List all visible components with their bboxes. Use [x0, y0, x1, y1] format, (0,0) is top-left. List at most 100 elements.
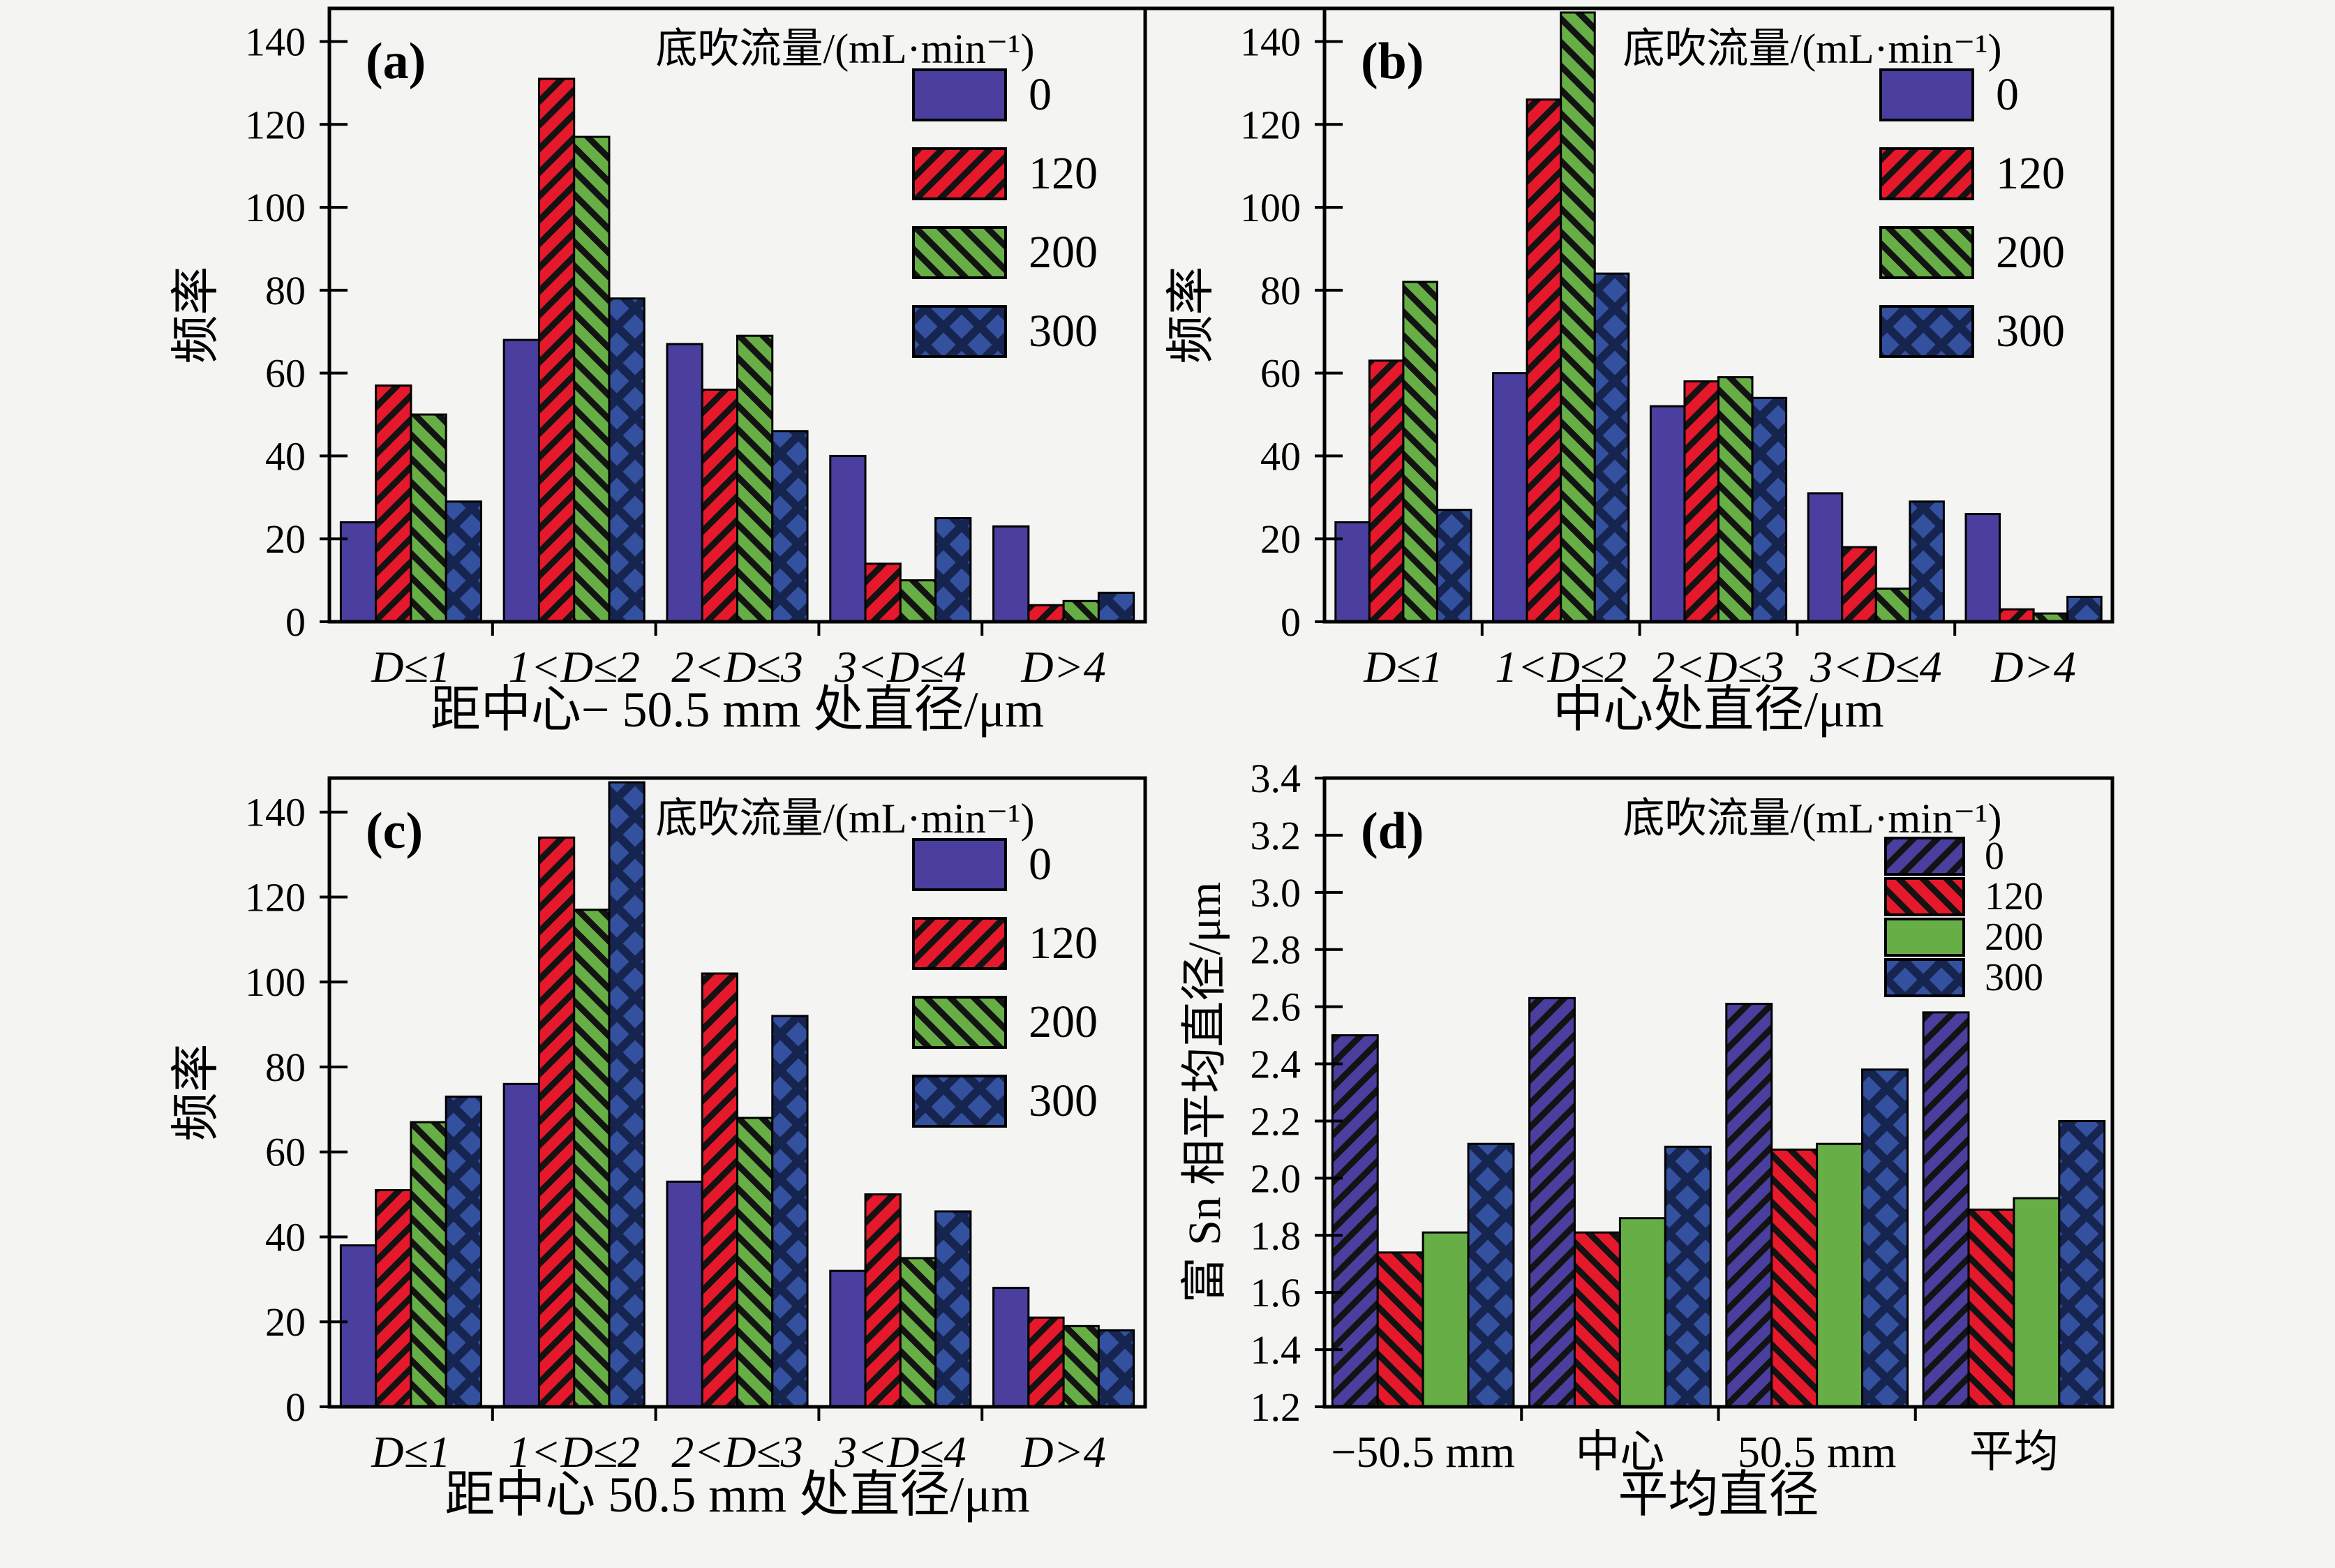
bar-series-300-cat-2	[1751, 396, 1788, 623]
legend-swatch-300	[912, 305, 1007, 358]
bar-series-120-cat-1	[537, 836, 576, 1408]
bar-series-300-cat-1	[608, 297, 646, 623]
y-tick-label: 40	[265, 1214, 306, 1260]
x-category-label: D≤1	[371, 642, 450, 692]
x-category-label: 3<D≤4	[1810, 642, 1942, 692]
legend-label: 0	[1029, 839, 1052, 890]
y-axis-label: 频率	[170, 1044, 223, 1142]
y-axis: 1.2 1.4 1.6 1.8 2.0 2.2 2.4 2.6 2.8 3.0 3.2 3.4	[1251, 756, 1343, 1430]
legend-swatch-200	[1884, 918, 1965, 957]
bar-series-0-cat-3	[829, 454, 867, 623]
bar-series-0-cat-0	[1334, 521, 1371, 623]
legend-swatch-200	[912, 226, 1007, 279]
panel-label: (c)	[366, 802, 423, 860]
x-category-label: 50.5 mm	[1738, 1427, 1897, 1477]
bar-series-300-cat-2	[1861, 1068, 1909, 1408]
y-axis: 0 20 40 60 80 100 120 140	[1240, 20, 1343, 645]
bars-group	[1334, 11, 2103, 623]
legend-label: 300	[1985, 956, 2043, 999]
bar-series-0-cat-4	[992, 525, 1030, 623]
bar-series-300-cat-2	[771, 1015, 809, 1408]
y-tick-label: 80	[265, 268, 306, 313]
x-category-label: 2<D≤3	[1653, 642, 1784, 692]
y-axis-label: 富 Sn 相平均直径/μm	[1179, 882, 1230, 1304]
legend-label: 300	[1029, 306, 1098, 357]
bar-series-0-cat-3	[1807, 492, 1844, 623]
bar-series-120-cat-1	[537, 77, 576, 623]
y-tick-label: 120	[245, 102, 306, 147]
bar-series-0-cat-0	[339, 521, 378, 623]
chart-panel-a: 0 20 40 60 80 100 120 140 D≤1 1<D≤2 2<D≤3 3<D≤4 D>4距…	[170, 6, 1147, 738]
legend-label: 0	[1996, 69, 2019, 120]
bar-series-300-cat-1	[1593, 272, 1630, 623]
y-tick-label: 2.4	[1251, 1042, 1301, 1087]
bar-series-120-cat-3	[1967, 1208, 2015, 1408]
x-category-label: 1<D≤2	[508, 642, 640, 692]
y-tick-label: 0	[285, 1384, 306, 1430]
bar-series-200-cat-2	[1717, 376, 1754, 623]
y-tick-label: 60	[1260, 351, 1301, 396]
bar-series-0-cat-4	[992, 1287, 1030, 1408]
y-tick-label: 20	[1260, 516, 1301, 562]
bar-series-120-cat-4	[1999, 608, 2035, 623]
bar-series-120-cat-4	[1027, 1316, 1065, 1408]
legend: 底吹流量/(mL·min⁻¹)0 120 200 300	[1623, 26, 2065, 358]
y-tick-label: 3.2	[1251, 813, 1301, 858]
legend-swatch-300	[1879, 305, 1974, 358]
chart-panel-b: 0 20 40 60 80 100 120 140 D≤1 1<D≤2 2<D≤3 3<D≤4 D>4 中…	[1165, 6, 2114, 738]
x-axis-label: 距中心 50.5 mm 处直径/μm	[445, 1467, 1030, 1523]
bar-series-200-cat-1	[1560, 11, 1596, 623]
y-tick-label: 100	[245, 960, 306, 1005]
legend: 底吹流量/(mL·min⁻¹)0 120 200 300	[656, 26, 1098, 358]
y-axis-label: 频率	[170, 267, 223, 364]
bar-series-300-cat-0	[1467, 1142, 1515, 1408]
x-category-label: 2<D≤3	[671, 642, 803, 692]
legend-label: 300	[1996, 306, 2065, 357]
y-tick-label: 1.6	[1251, 1270, 1301, 1315]
chart-panel-d: 1.2 1.4 1.6 1.8 2.0 2.2 2.4 2.6 2.8 3.0 3.2 3.4 −50.…	[1179, 756, 2114, 1523]
bar-series-300-cat-4	[1097, 591, 1135, 623]
x-category-label: D≤1	[1363, 642, 1442, 692]
x-axis-label: 距中心− 50.5 mm 处直径/μm	[431, 682, 1044, 738]
y-axis: 0 20 40 60 80 100 120 140	[245, 20, 348, 645]
y-tick-label: 140	[1240, 20, 1301, 65]
bar-series-200-cat-1	[573, 135, 611, 623]
bar-series-300-cat-1	[608, 781, 646, 1408]
y-tick-label: 0	[1281, 599, 1301, 645]
bar-series-200-cat-0	[410, 413, 447, 623]
x-axis-label: 中心处直径/μm	[1553, 682, 1884, 738]
y-tick-label: 3.4	[1251, 756, 1301, 801]
legend-title: 底吹流量/(mL·min⁻¹)	[656, 26, 1035, 72]
plot-frame	[1322, 6, 2114, 624]
bar-series-200-cat-3	[899, 1257, 937, 1408]
legend-swatch-120	[912, 917, 1007, 970]
panel-label: (b)	[1361, 33, 1424, 90]
legend-title: 底吹流量/(mL·min⁻¹)	[1623, 796, 2002, 842]
bar-series-300-cat-4	[1097, 1329, 1135, 1408]
bar-series-200-cat-2	[1816, 1142, 1864, 1408]
bars-group	[1331, 996, 2106, 1408]
x-category-label: 2<D≤3	[671, 1427, 803, 1477]
bar-series-300-cat-1	[1664, 1145, 1712, 1408]
x-axis: D≤1 1<D≤2 2<D≤3 3<D≤4 D>4	[371, 1407, 1106, 1477]
legend-swatch-0	[1884, 837, 1965, 876]
y-tick-label: 2.8	[1251, 927, 1301, 973]
bar-series-200-cat-4	[1062, 599, 1100, 623]
y-axis-label: 频率	[1165, 267, 1218, 364]
plot-frame	[327, 776, 1147, 1409]
bar-series-0-cat-1	[502, 1082, 540, 1408]
chart-panel-c: 0 20 40 60 80 100 120 140 D≤1 1<D≤2 2<D≤3 3<D≤4 D>4距…	[170, 776, 1147, 1523]
legend-swatch-120	[1879, 147, 1974, 200]
x-category-label: D>4	[1020, 1427, 1105, 1477]
bar-series-120-cat-2	[1770, 1148, 1819, 1408]
bar-series-120-cat-3	[864, 562, 902, 623]
bar-series-120-cat-2	[701, 388, 738, 623]
y-tick-label: 1.4	[1251, 1327, 1301, 1373]
x-category-label: 3<D≤4	[834, 1427, 967, 1477]
bars-group	[339, 781, 1135, 1408]
bar-series-0-cat-0	[339, 1244, 378, 1408]
bar-series-0-cat-2	[1649, 405, 1686, 623]
x-axis: D≤1 1<D≤2 2<D≤3 3<D≤4 D>4	[371, 622, 1106, 692]
bar-series-120-cat-0	[1376, 1251, 1424, 1408]
